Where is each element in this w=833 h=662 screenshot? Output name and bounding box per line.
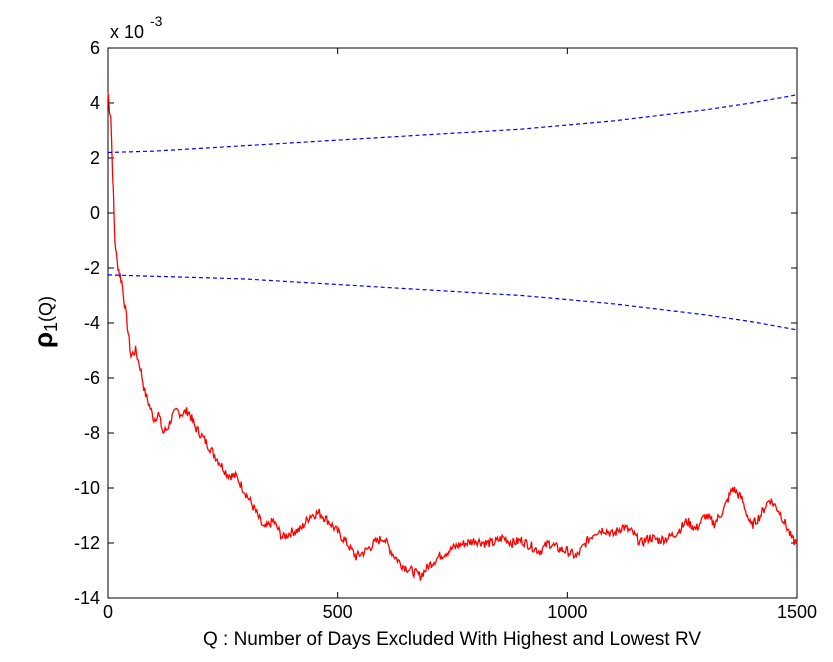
x-tick-label: 0 — [103, 602, 113, 622]
svg-text:ρ1(Q): ρ1(Q) — [28, 296, 61, 348]
y-tick-label: -6 — [84, 368, 100, 388]
y-tick-label: -10 — [74, 478, 100, 498]
y-scale-exponent: -3 — [150, 13, 163, 29]
plot-area — [107, 47, 798, 599]
y-tick-label: 6 — [90, 38, 100, 58]
y-tick-label: -2 — [84, 258, 100, 278]
y-axis-argument: (Q) — [36, 296, 56, 322]
y-tick-label: -14 — [74, 588, 100, 608]
y-tick-label: -4 — [84, 313, 100, 333]
y-axis-symbol: ρ — [28, 332, 58, 348]
y-axis-subscript: 1 — [41, 322, 61, 332]
y-tick-label: 4 — [90, 93, 100, 113]
series-line-lower-band — [107, 274, 798, 331]
y-tick-label: -8 — [84, 423, 100, 443]
series-line-rho — [107, 92, 798, 581]
x-axis-label: Q : Number of Days Excluded With Highest… — [203, 629, 701, 650]
x-tick-label: 500 — [323, 602, 353, 622]
y-tick-label: 0 — [90, 203, 100, 223]
y-tick-label: 2 — [90, 148, 100, 168]
series-layer — [107, 92, 798, 581]
ticks: 0 500 1000 1500 -14 -12 -10 -8 -6 -4 -2 0 2 4 6 — [74, 38, 817, 622]
y-tick-label: -12 — [74, 533, 100, 553]
series-line-upper-band — [107, 94, 798, 154]
x-tick-label: 1000 — [547, 602, 587, 622]
y-axis-label: ρ1(Q) — [28, 296, 61, 348]
y-scale-base: x 10 — [110, 22, 144, 42]
x-tick-label: 1500 — [777, 602, 817, 622]
